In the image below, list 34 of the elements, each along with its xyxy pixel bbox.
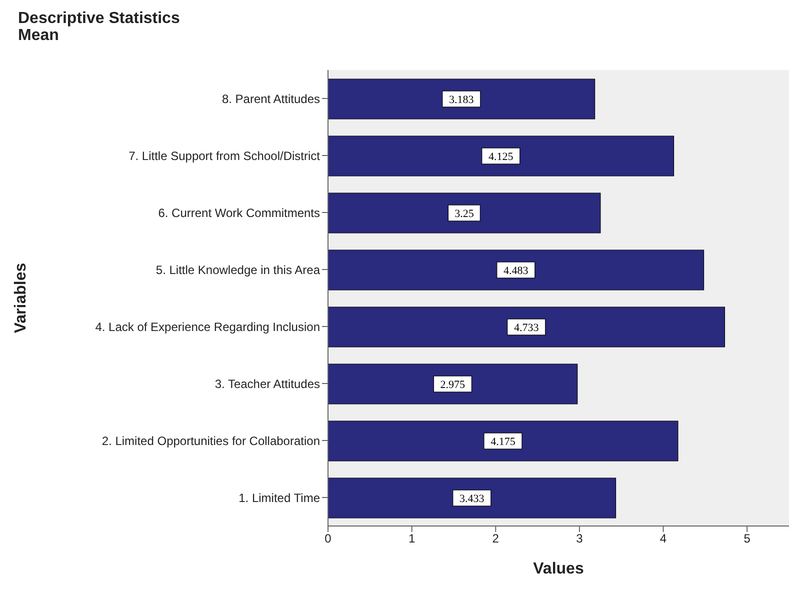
y-tick-label: 2. Limited Opportunities for Collaboration bbox=[102, 434, 320, 448]
x-tick-label: 4 bbox=[660, 532, 667, 546]
bar bbox=[328, 306, 726, 348]
y-tick-label: 6. Current Work Commitments bbox=[158, 206, 320, 220]
data-label: 3.183 bbox=[449, 94, 474, 106]
data-label: 3.433 bbox=[460, 493, 485, 505]
data-label: 4.733 bbox=[514, 322, 540, 334]
text: Mean bbox=[18, 27, 60, 44]
x-tick-label: 2 bbox=[492, 532, 500, 546]
y-tick-label: 3. Teacher Attitudes bbox=[214, 376, 320, 391]
bar bbox=[328, 136, 674, 176]
y-tick-label: 5. Little Knowledge in this Area bbox=[156, 262, 320, 277]
y-tick-label: 1. Limited Time bbox=[238, 490, 320, 505]
bar bbox=[328, 78, 596, 120]
bar bbox=[328, 478, 616, 518]
bar bbox=[328, 250, 704, 290]
bar bbox=[328, 192, 601, 234]
x-tick-label: 1 bbox=[408, 532, 416, 546]
data-label: 3.25 bbox=[454, 208, 474, 220]
x-tick-label: 0 bbox=[324, 532, 332, 546]
text: Descriptive Statistics bbox=[18, 10, 180, 27]
y-axis-title: Variables bbox=[12, 262, 30, 334]
data-label: 4.483 bbox=[504, 265, 529, 277]
x-tick-label: 3 bbox=[576, 532, 584, 546]
data-label: 4.175 bbox=[490, 436, 516, 448]
bar bbox=[328, 364, 578, 404]
y-tick-label: 7. Little Support from School/District bbox=[128, 148, 321, 163]
x-tick-label: 5 bbox=[744, 532, 751, 546]
data-label: 2.975 bbox=[440, 379, 466, 391]
y-tick-label: 4. Lack of Experience Regarding Inclusion bbox=[95, 320, 320, 334]
bar bbox=[328, 420, 678, 462]
x-axis-title: Values bbox=[533, 560, 584, 578]
data-label: 4.125 bbox=[488, 151, 514, 163]
y-tick-label: 8. Parent Attitudes bbox=[222, 92, 320, 106]
